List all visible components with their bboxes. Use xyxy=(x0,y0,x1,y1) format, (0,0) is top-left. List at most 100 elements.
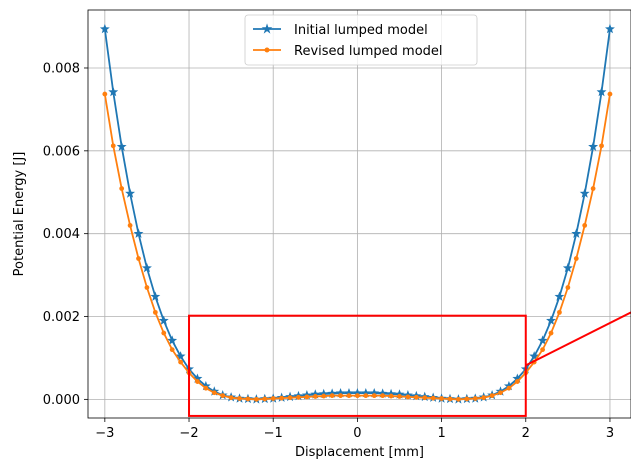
data-point-revised xyxy=(573,256,579,261)
data-point-revised xyxy=(413,394,419,400)
data-point-initial xyxy=(175,351,186,361)
data-point-revised xyxy=(430,395,436,401)
data-point-revised xyxy=(464,396,470,402)
x-tick-label: −1 xyxy=(264,426,283,441)
y-tick-label: 0.002 xyxy=(43,310,80,325)
legend-label-initial: Initial lumped model xyxy=(294,23,428,38)
data-point-initial xyxy=(512,373,523,383)
x-tick-label: −2 xyxy=(179,426,198,441)
legend-label-revised: Revised lumped model xyxy=(294,44,443,59)
data-point-revised xyxy=(363,393,369,399)
data-point-initial xyxy=(310,389,321,399)
data-point-revised xyxy=(447,396,453,402)
data-point-initial xyxy=(150,291,161,301)
y-tick-label: 0.006 xyxy=(43,144,80,159)
zoom-region-box xyxy=(188,314,527,417)
data-point-revised xyxy=(127,222,133,228)
data-point-initial xyxy=(562,262,573,273)
data-point-revised xyxy=(136,256,141,261)
legend-marker-initial: ★ xyxy=(261,22,274,38)
x-tick-label: −3 xyxy=(95,426,114,441)
legend: ★ Initial lumped model Revised lumped mo… xyxy=(244,14,478,66)
data-point-revised xyxy=(582,222,588,228)
data-point-initial xyxy=(318,388,329,399)
data-point-revised xyxy=(321,393,327,399)
y-axis-label: Potential Energy [J] xyxy=(12,152,27,277)
axis-ticks: −3 −2 −1 0 1 2 3 0.000 0.002 0.004 0.006 0.008 xyxy=(43,61,614,441)
data-point-revised xyxy=(354,393,360,399)
data-point-revised xyxy=(599,143,604,149)
data-point-initial xyxy=(571,228,582,238)
x-axis-label: Displacement [mm] xyxy=(295,445,424,460)
data-point-initial xyxy=(116,141,127,151)
data-point-initial xyxy=(554,291,565,301)
data-point-initial xyxy=(546,315,556,325)
data-point-revised xyxy=(590,186,596,191)
data-point-revised xyxy=(481,395,487,401)
data-point-initial xyxy=(344,387,354,398)
data-point-revised xyxy=(312,394,318,399)
data-point-revised xyxy=(540,347,546,353)
data-point-revised xyxy=(565,285,571,290)
data-point-initial xyxy=(352,387,363,398)
data-point-revised xyxy=(371,393,377,399)
data-point-initial xyxy=(192,373,203,383)
data-point-revised xyxy=(119,186,125,191)
data-point-revised xyxy=(228,395,234,401)
data-point-revised xyxy=(270,396,276,401)
zoom-connector-line xyxy=(525,311,631,367)
data-point-revised xyxy=(253,396,259,402)
data-point-revised xyxy=(422,395,428,401)
data-point-revised xyxy=(144,285,150,290)
data-point-initial xyxy=(158,315,169,325)
data-point-revised xyxy=(388,393,394,399)
data-point-revised xyxy=(472,396,478,401)
x-tick-label: 1 xyxy=(437,426,445,441)
data-point-revised xyxy=(296,394,301,400)
data-point-revised xyxy=(262,396,268,402)
data-point-initial xyxy=(537,335,548,345)
data-point-revised xyxy=(548,330,554,336)
data-point-initial xyxy=(99,23,110,34)
data-point-revised xyxy=(338,393,343,399)
data-point-initial xyxy=(360,387,371,398)
data-point-revised xyxy=(169,347,175,353)
data-point-initial xyxy=(596,86,607,97)
data-point-revised xyxy=(397,394,402,399)
data-point-revised xyxy=(329,393,335,399)
x-tick-label: 2 xyxy=(522,426,530,441)
data-point-initial xyxy=(200,380,211,391)
legend-marker-revised xyxy=(264,47,270,53)
data-point-initial xyxy=(125,188,136,198)
data-point-revised xyxy=(203,385,209,391)
data-point-initial xyxy=(529,351,540,361)
zoom-annotation xyxy=(188,311,631,417)
data-point-initial xyxy=(327,388,338,398)
grid xyxy=(88,10,631,418)
data-point-initial xyxy=(579,188,590,198)
x-tick-label: 0 xyxy=(353,426,361,441)
data-point-revised xyxy=(506,385,512,391)
data-point-revised xyxy=(607,91,613,97)
data-point-initial xyxy=(386,388,397,399)
data-point-revised xyxy=(380,393,386,399)
data-point-initial xyxy=(141,262,152,273)
data-point-revised xyxy=(456,396,461,402)
data-point-initial xyxy=(394,389,405,399)
data-point-initial xyxy=(377,388,388,398)
data-point-initial xyxy=(588,141,599,151)
data-point-initial xyxy=(605,23,615,34)
data-point-initial xyxy=(133,228,144,238)
data-point-revised xyxy=(287,395,293,401)
y-tick-label: 0.008 xyxy=(43,61,80,76)
data-point-initial xyxy=(167,335,178,345)
data-point-revised xyxy=(439,396,444,401)
data-point-revised xyxy=(195,379,200,384)
data-point-revised xyxy=(405,394,411,400)
data-point-revised xyxy=(489,393,495,399)
y-tick-label: 0.000 xyxy=(43,393,80,408)
data-point-revised xyxy=(498,390,503,396)
data-point-initial xyxy=(503,380,514,391)
data-point-initial xyxy=(369,387,380,398)
